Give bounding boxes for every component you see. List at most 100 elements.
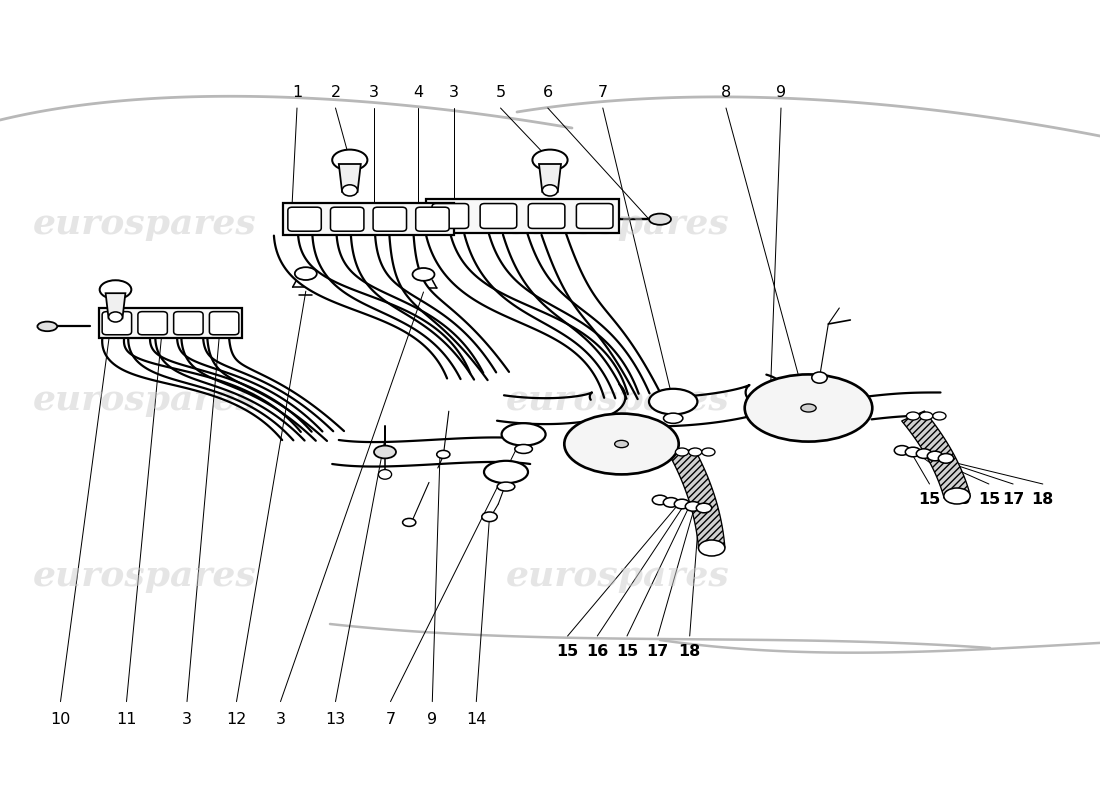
Text: 18: 18 <box>1032 492 1054 507</box>
Text: 14: 14 <box>466 712 486 727</box>
Ellipse shape <box>649 214 671 225</box>
Ellipse shape <box>482 512 497 522</box>
Polygon shape <box>867 393 940 419</box>
FancyBboxPatch shape <box>416 207 449 231</box>
Text: 7: 7 <box>385 712 396 727</box>
Ellipse shape <box>812 372 827 383</box>
Text: 16: 16 <box>586 644 608 659</box>
Ellipse shape <box>801 404 816 412</box>
Ellipse shape <box>689 448 702 456</box>
Ellipse shape <box>663 498 679 507</box>
Ellipse shape <box>403 518 416 526</box>
Polygon shape <box>389 234 509 380</box>
Ellipse shape <box>564 414 679 474</box>
Ellipse shape <box>100 280 131 299</box>
Polygon shape <box>426 199 618 233</box>
Text: 15: 15 <box>978 492 1000 507</box>
Text: 3: 3 <box>182 712 192 727</box>
FancyBboxPatch shape <box>138 312 167 334</box>
Polygon shape <box>670 449 725 549</box>
Text: 4: 4 <box>412 85 424 100</box>
FancyBboxPatch shape <box>373 207 407 231</box>
Ellipse shape <box>484 461 528 483</box>
Text: 3: 3 <box>449 85 460 100</box>
Text: 6: 6 <box>542 85 553 100</box>
Polygon shape <box>129 325 311 440</box>
FancyBboxPatch shape <box>209 312 239 334</box>
Polygon shape <box>106 293 125 318</box>
Text: 3: 3 <box>368 85 379 100</box>
Polygon shape <box>426 231 628 398</box>
Polygon shape <box>312 234 483 379</box>
FancyBboxPatch shape <box>330 207 364 231</box>
Text: eurospares: eurospares <box>33 559 256 593</box>
Text: 15: 15 <box>616 644 638 659</box>
Polygon shape <box>464 231 639 398</box>
Text: 9: 9 <box>427 712 438 727</box>
FancyBboxPatch shape <box>432 203 469 229</box>
Ellipse shape <box>542 185 558 196</box>
Ellipse shape <box>938 454 954 463</box>
Text: 5: 5 <box>495 85 506 100</box>
Ellipse shape <box>109 312 122 322</box>
Ellipse shape <box>332 150 367 170</box>
Polygon shape <box>539 164 561 192</box>
Ellipse shape <box>412 268 434 281</box>
Text: 17: 17 <box>1002 492 1024 507</box>
Polygon shape <box>654 374 785 426</box>
Ellipse shape <box>295 267 317 280</box>
Ellipse shape <box>933 412 946 420</box>
Polygon shape <box>351 234 496 380</box>
Text: 16: 16 <box>948 492 970 507</box>
Text: 11: 11 <box>117 712 136 727</box>
Ellipse shape <box>944 488 970 504</box>
Ellipse shape <box>615 440 628 448</box>
Text: eurospares: eurospares <box>506 559 729 593</box>
Text: 15: 15 <box>918 492 940 507</box>
Ellipse shape <box>702 448 715 456</box>
Ellipse shape <box>652 495 668 505</box>
FancyBboxPatch shape <box>102 312 132 334</box>
Ellipse shape <box>663 413 683 423</box>
Text: eurospares: eurospares <box>33 207 256 241</box>
Ellipse shape <box>675 448 689 456</box>
Text: eurospares: eurospares <box>33 383 256 417</box>
Ellipse shape <box>905 447 921 457</box>
FancyBboxPatch shape <box>480 203 517 229</box>
Polygon shape <box>284 203 454 235</box>
Polygon shape <box>155 325 322 441</box>
FancyBboxPatch shape <box>528 203 565 229</box>
Ellipse shape <box>906 412 920 420</box>
Text: 13: 13 <box>326 712 345 727</box>
Text: 17: 17 <box>647 644 669 659</box>
Text: 8: 8 <box>720 85 732 100</box>
Text: eurospares: eurospares <box>506 207 729 241</box>
Polygon shape <box>541 230 660 399</box>
Text: 12: 12 <box>227 712 246 727</box>
Text: 15: 15 <box>557 644 579 659</box>
Ellipse shape <box>374 446 396 458</box>
Ellipse shape <box>696 503 712 513</box>
Polygon shape <box>182 325 333 441</box>
Text: 2: 2 <box>330 85 341 100</box>
Ellipse shape <box>515 445 532 454</box>
Ellipse shape <box>894 446 910 455</box>
Text: 10: 10 <box>51 712 70 727</box>
Ellipse shape <box>497 482 515 491</box>
Text: 3: 3 <box>275 712 286 727</box>
Ellipse shape <box>745 374 872 442</box>
Polygon shape <box>568 429 611 460</box>
FancyBboxPatch shape <box>576 203 613 229</box>
Text: 9: 9 <box>776 85 786 100</box>
Ellipse shape <box>920 412 933 420</box>
Polygon shape <box>497 384 626 424</box>
Polygon shape <box>503 231 649 398</box>
Ellipse shape <box>378 470 392 479</box>
Ellipse shape <box>437 450 450 458</box>
Polygon shape <box>99 308 242 338</box>
Polygon shape <box>274 234 471 378</box>
Ellipse shape <box>674 499 690 509</box>
Polygon shape <box>902 411 970 498</box>
Ellipse shape <box>685 502 701 511</box>
Polygon shape <box>332 438 537 466</box>
